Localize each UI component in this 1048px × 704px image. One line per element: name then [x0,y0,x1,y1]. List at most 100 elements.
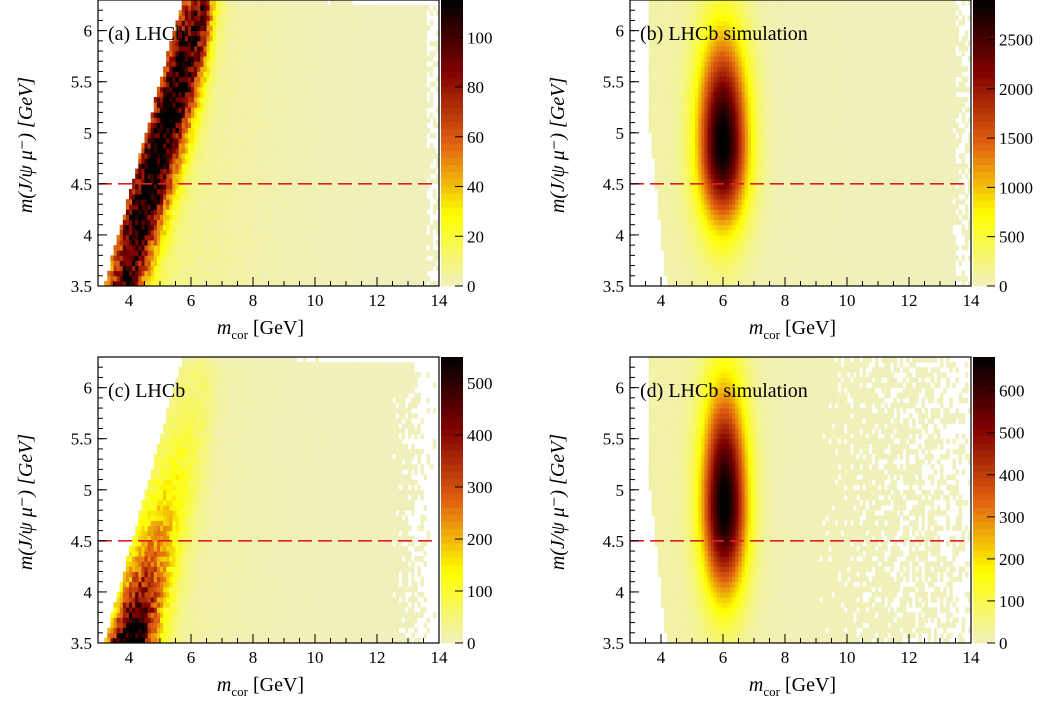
heatmap-bin [404,275,409,282]
heatmap-bin [339,183,344,190]
heatmap-bin [191,255,195,261]
heatmap-bin [395,260,400,266]
heatmap-bin [231,117,235,123]
heatmap-bin [370,30,375,37]
heatmap-bin [299,56,303,62]
heatmap-bin [420,240,424,246]
heatmap-bin [274,45,279,52]
heatmap-bin [355,97,359,103]
heatmap-bin [209,35,214,42]
heatmap-bin [386,245,390,251]
heatmap-bin [380,280,384,287]
heatmap-bin [349,45,353,52]
heatmap-bin [228,153,232,159]
heatmap-bin [346,107,350,113]
heatmap-bin [404,219,409,226]
heatmap-bin [342,260,347,266]
heatmap-bin [187,102,192,108]
heatmap-bin [259,81,263,88]
heatmap-bin [163,188,167,195]
heatmap-bin [339,20,344,26]
heatmap-bin [203,15,207,21]
heatmap-bin [429,81,434,88]
heatmap-bin [361,51,365,57]
heatmap-bin [218,148,223,154]
heatmap-bin [355,148,359,154]
heatmap-bin [209,265,214,272]
heatmap-bin [420,275,424,282]
heatmap-bin [265,86,269,93]
heatmap-bin [395,40,400,47]
heatmap-bin [265,76,269,83]
heatmap-bin [194,30,198,37]
heatmap-bin [414,163,418,169]
heatmap-bin [234,137,238,144]
heatmap-bin [243,40,248,47]
heatmap-bin [274,188,279,195]
heatmap-bin [411,107,415,113]
heatmap-bin [234,188,238,195]
heatmap-bin [358,153,362,159]
heatmap-bin [327,137,331,144]
heatmap-bin [181,61,186,67]
heatmap-bin [274,51,279,57]
heatmap-bin [404,178,409,185]
heatmap-bin [370,102,375,108]
heatmap-bin [349,183,353,190]
heatmap-bin [398,66,403,72]
heatmap-bin [395,112,400,118]
heatmap-bin [228,132,232,139]
heatmap-bin [377,229,381,236]
heatmap-bin [398,61,403,67]
heatmap-bin [135,224,139,231]
heatmap-bin [392,66,396,72]
heatmap-bin [191,76,195,83]
heatmap-bin [373,15,378,21]
heatmap-bin [169,204,173,210]
heatmap-bin [169,56,173,62]
heatmap-bin [287,153,291,159]
heatmap-bin [222,137,226,144]
heatmap-bin [305,183,310,190]
heatmap-bin [191,107,195,113]
heatmap-bin [218,275,223,282]
heatmap-bin [172,183,176,190]
heatmap-bin [305,178,310,185]
heatmap-bin [246,245,251,251]
heatmap-bin [249,71,254,78]
heatmap-bin [315,250,319,256]
heatmap-bin [160,255,164,261]
heatmap-bin [339,260,344,266]
heatmap-bin [212,173,217,180]
heatmap-bin [355,71,359,78]
heatmap-bin [206,81,210,88]
heatmap-bin [160,132,164,139]
heatmap-bin [240,153,245,159]
heatmap-bin [308,153,313,159]
heatmap-bin [218,168,223,175]
heatmap-bin [349,81,353,88]
heatmap-bin [383,265,387,272]
heatmap-bin [308,199,313,205]
heatmap-bin [249,188,254,195]
heatmap-bin [240,40,245,47]
heatmap-bin [268,71,272,78]
heatmap-bin [197,143,201,149]
heatmap-bin [383,15,387,21]
heatmap-bin [367,45,372,52]
heatmap-bin [225,61,229,67]
heatmap-bin [420,132,424,139]
heatmap-bin [197,45,201,52]
heatmap-bin [197,40,201,47]
heatmap-bin [206,107,210,113]
heatmap-bin [271,40,276,47]
heatmap-bin [228,56,232,62]
heatmap-bin [231,132,235,139]
heatmap-bin [383,194,387,200]
heatmap-bin [200,199,204,205]
heatmap-bin [274,15,279,21]
heatmap-bin [311,204,316,210]
heatmap-bin [355,168,359,175]
heatmap-bin [113,250,117,256]
heatmap-bin [262,158,266,164]
